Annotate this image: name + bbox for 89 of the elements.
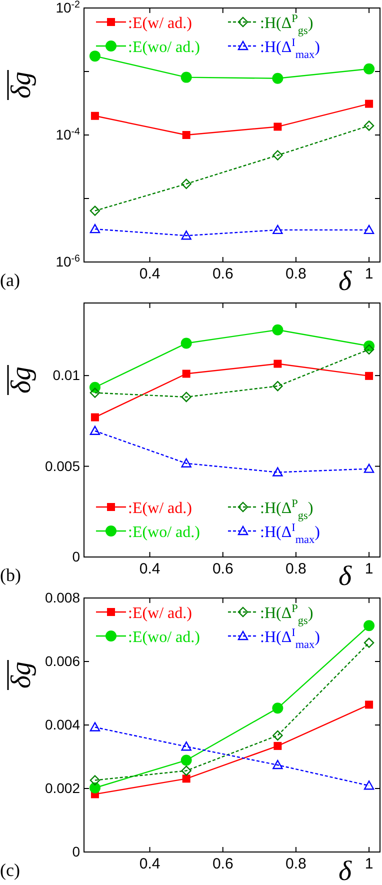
point (365, 372, 374, 380)
point (181, 178, 192, 189)
y-tick-label: 0.005 (44, 458, 80, 474)
point (181, 230, 192, 240)
y-tick-label: 0.01 (52, 367, 80, 384)
point (90, 426, 100, 436)
legend-label: :E(wo/ ad.) (128, 629, 200, 646)
point (180, 338, 192, 349)
legend-label: :H(Δ$^{P}$$_{gs}$) (260, 13, 314, 37)
legend-label: :H(Δ$^{P}$$_{gs}$) (260, 603, 314, 627)
x-axis-title: δ (338, 266, 352, 297)
x-tick-label: 0.4 (139, 560, 160, 578)
point (274, 360, 282, 368)
point (181, 741, 192, 751)
legend-label: :E(w/ ad.) (128, 15, 192, 32)
y-tick-label: 0.006 (44, 652, 80, 669)
point (365, 700, 374, 709)
point (180, 72, 192, 83)
legend-label: :H(Δ$^{I}$$_{max}$) (260, 627, 320, 651)
point (364, 464, 374, 473)
y-tick-label: 10$^{-6}$ (56, 252, 81, 270)
point (364, 224, 374, 234)
x-tick-label: 1 (364, 560, 374, 578)
y-axis-title: δg (6, 661, 37, 689)
point (90, 112, 99, 120)
legend-label: :E(wo/ ad.) (128, 524, 200, 541)
point (365, 100, 374, 108)
point (90, 388, 100, 398)
point (181, 766, 192, 776)
point (272, 702, 284, 714)
point (364, 63, 375, 74)
x-tick-label: 1 (364, 266, 374, 283)
point (181, 458, 192, 468)
y-tick-label: 0.004 (44, 716, 80, 732)
legend-label: :H(Δ$^{I}$$_{max}$) (260, 37, 320, 61)
x-tick-label: 0.8 (286, 560, 306, 578)
point (182, 774, 190, 783)
point (272, 150, 283, 160)
point (90, 224, 100, 234)
point (182, 370, 190, 378)
point (364, 780, 374, 790)
point (274, 122, 282, 131)
x-tick-label: 0.8 (286, 856, 306, 873)
y-tick-label: 0.002 (44, 780, 80, 796)
point (364, 620, 375, 632)
x-tick-label: 0.4 (139, 856, 160, 873)
legend-label: :H(Δ$^{P}$$_{gs}$) (260, 498, 314, 522)
point (89, 50, 100, 62)
y-axis-title: δg (6, 366, 37, 394)
point (272, 324, 284, 336)
x-axis-title: δ (338, 561, 352, 592)
x-tick-label: 0.6 (212, 266, 234, 283)
y-tick-label: 10$^{-4}$ (56, 126, 81, 142)
point (364, 638, 374, 648)
legend-label: :E(wo/ ad.) (128, 39, 200, 56)
point (274, 742, 282, 750)
point (272, 467, 283, 476)
text: (b) (0, 565, 21, 585)
text: (a) (0, 270, 20, 290)
text: (c) (0, 860, 20, 880)
point (90, 206, 100, 216)
point (182, 131, 190, 139)
point (364, 120, 374, 131)
point (89, 782, 100, 794)
point (180, 754, 192, 766)
y-tick-label: 0 (72, 843, 80, 860)
legend-label: :H(Δ$^{I}$$_{max}$) (260, 522, 320, 546)
point (272, 380, 283, 392)
x-tick-label: 0.8 (286, 266, 306, 283)
x-tick-label: 0.6 (212, 856, 234, 873)
x-tick-label: 1 (364, 856, 374, 873)
y-tick-label: 0 (72, 548, 80, 564)
point (272, 760, 283, 770)
legend-label: :E(w/ ad.) (128, 605, 192, 622)
point (272, 224, 283, 234)
point (90, 722, 100, 732)
point (364, 344, 374, 355)
x-tick-label: 0.4 (139, 266, 160, 283)
point (272, 72, 284, 84)
y-tick-label: 10$^{-2}$ (56, 0, 80, 16)
y-axis-title: δg (6, 71, 37, 99)
point (90, 413, 99, 422)
point (181, 392, 192, 402)
x-tick-label: 0.6 (212, 560, 234, 578)
point (90, 775, 100, 786)
point (272, 730, 283, 741)
y-tick-label: 0.008 (44, 589, 80, 606)
legend-label: :E(w/ ad.) (128, 500, 192, 517)
x-axis-title: δ (338, 856, 352, 885)
